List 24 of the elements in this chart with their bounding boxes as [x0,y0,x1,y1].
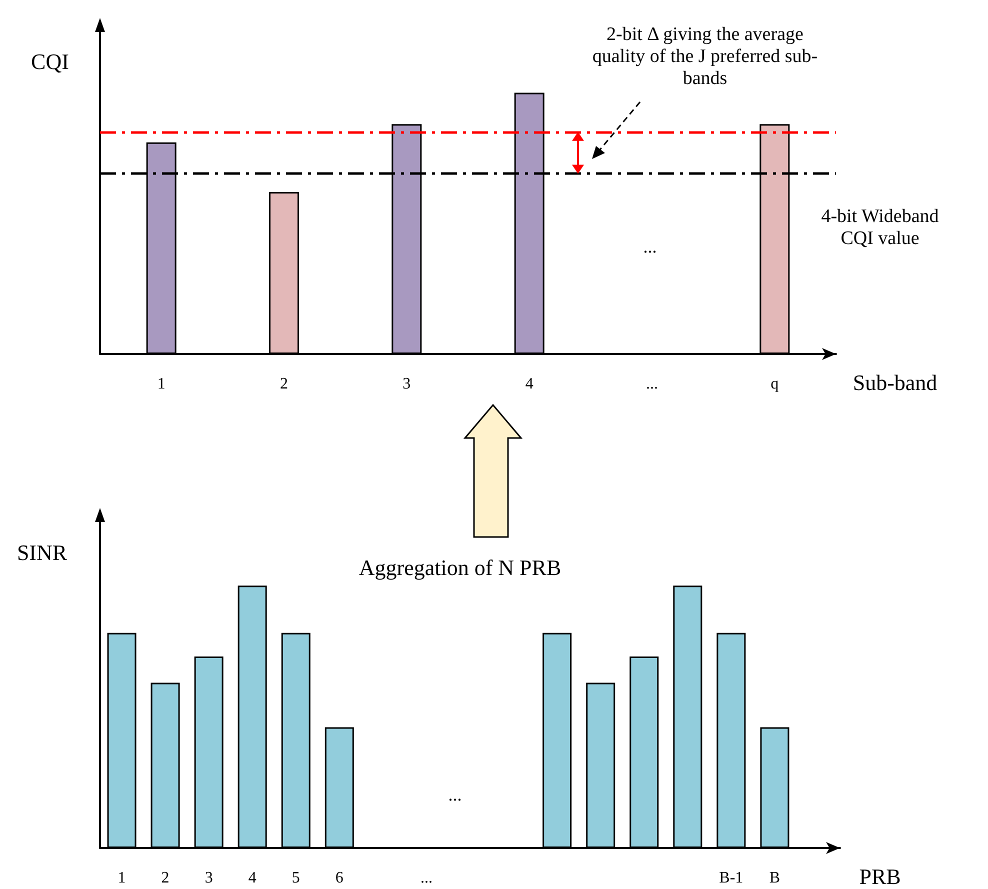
x-tick-label: ... [646,376,658,392]
x-tick-label: 1 [118,870,126,886]
annotation: ... [642,236,658,258]
x-tick-label: B [769,870,780,886]
y-axis-title: SINR [16,540,68,566]
x-tick-label: 2 [280,376,288,392]
x-tick-label: 5 [292,870,300,886]
x-tick-label: 3 [204,870,213,886]
x-tick-label: 3 [402,376,411,392]
ref-line-label: 4-bit Wideband CQI value [820,206,940,250]
text: 2-bit Δ giving the average quality of the J preferred sub-bands [591,24,819,90]
x-tick-label: ... [420,870,432,886]
x-tick-label: 4 [248,870,256,886]
x-tick-label: B-1 [719,870,744,886]
x-axis-title: PRB [859,864,901,889]
x-tick-label: 4 [525,376,534,392]
annotation: ... [447,784,463,806]
text: Aggregation of N PRB [358,555,562,581]
x-tick-label: q [770,376,779,392]
x-tick-label: 6 [335,870,344,886]
x-tick-label: 1 [157,376,166,392]
y-axis-title: CQI [31,49,69,75]
x-axis-title: Sub-band [852,370,938,396]
x-tick-label: 2 [161,870,170,886]
